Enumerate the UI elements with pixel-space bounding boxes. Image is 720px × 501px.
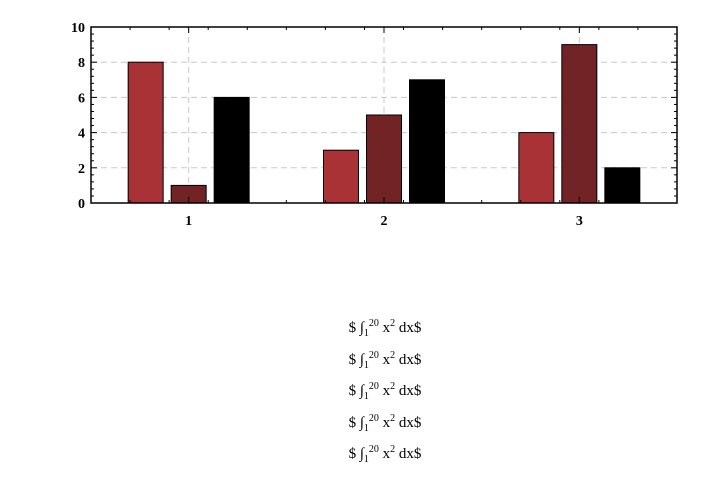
legend-text-sub: 1 bbox=[363, 359, 369, 371]
legend-text-pre: $ ∫ bbox=[348, 383, 364, 399]
legend-text-sup: 20 bbox=[368, 318, 379, 329]
legend-text-post: dx$ bbox=[395, 320, 422, 336]
legend-text-exp: 2 bbox=[390, 412, 396, 424]
legend-entry: $ ∫120 x2 dx$ bbox=[300, 434, 470, 466]
legend-entry: $ ∫120 x2 dx$ bbox=[300, 340, 470, 372]
legend-text-sub: 1 bbox=[363, 328, 369, 339]
legend-text-exp: 2 bbox=[390, 318, 396, 329]
legend-text-mid: x bbox=[378, 414, 391, 431]
legend-text-post: dx$ bbox=[395, 383, 422, 399]
legend-text-exp: 2 bbox=[390, 349, 396, 361]
legend-text-sup: 20 bbox=[368, 381, 379, 392]
legend-text-mid: x bbox=[378, 320, 391, 336]
bar-cat1-series1 bbox=[127, 61, 164, 204]
legend-text-pre: $ ∫ bbox=[348, 320, 364, 336]
bar-cat2-series2 bbox=[366, 114, 402, 204]
y-tick-label: 8 bbox=[78, 56, 85, 71]
legend-text-exp: 2 bbox=[390, 444, 396, 455]
x-tick-label: 1 bbox=[185, 214, 192, 229]
legend-text-sub: 1 bbox=[363, 391, 369, 402]
bar-cat1-series3 bbox=[213, 96, 250, 204]
bar-cat3-series2 bbox=[561, 44, 598, 204]
legend-text-mid: x bbox=[378, 351, 391, 368]
x-tick-labels: 1 2 3 bbox=[185, 214, 583, 229]
legend-text-sub: 1 bbox=[363, 422, 369, 434]
legend-text-post: dx$ bbox=[395, 414, 422, 431]
y-tick-label: 0 bbox=[78, 197, 85, 212]
legend-text-pre: $ ∫ bbox=[348, 446, 364, 462]
y-tick-label: 4 bbox=[78, 127, 85, 142]
bar-cat3-series1 bbox=[518, 132, 555, 204]
legend-text-sup: 20 bbox=[368, 412, 379, 424]
bar-cat3-series3 bbox=[604, 167, 641, 204]
y-tick-label: 2 bbox=[78, 162, 85, 177]
legend-entry: $ ∫120 x2 dx$ bbox=[300, 403, 470, 435]
legend-text-mid: x bbox=[378, 446, 391, 462]
legend-text-post: dx$ bbox=[395, 446, 422, 462]
legend-text-mid: x bbox=[378, 383, 391, 399]
bar-cat2-series1 bbox=[323, 149, 359, 204]
legend-text-pre: $ ∫ bbox=[348, 351, 364, 368]
legend-text-pre: $ ∫ bbox=[348, 414, 364, 431]
x-tick-label: 3 bbox=[576, 214, 583, 229]
legend-text-sub: 1 bbox=[363, 454, 369, 465]
y-tick-label: 10 bbox=[71, 21, 85, 36]
bar-cat2-series3 bbox=[409, 79, 445, 204]
legend-entry: $ ∫120 x2 dx$ bbox=[300, 371, 470, 403]
y-tick-labels: 0 2 4 6 8 10 bbox=[71, 21, 85, 212]
legend-text-exp: 2 bbox=[390, 381, 396, 392]
legend-text-sup: 20 bbox=[368, 349, 379, 361]
x-tick-label: 2 bbox=[381, 214, 388, 229]
legend-text-sup: 20 bbox=[368, 444, 379, 455]
legend-text-post: dx$ bbox=[395, 351, 422, 368]
legend-entry: $ ∫120 x2 dx$ bbox=[300, 308, 470, 340]
axis-ticks bbox=[90, 26, 678, 204]
y-tick-label: 6 bbox=[78, 91, 85, 106]
bars bbox=[127, 44, 641, 204]
legend: $ ∫120 x2 dx$ $ ∫120 x2 dx$ $ ∫120 x2 dx… bbox=[300, 308, 470, 466]
